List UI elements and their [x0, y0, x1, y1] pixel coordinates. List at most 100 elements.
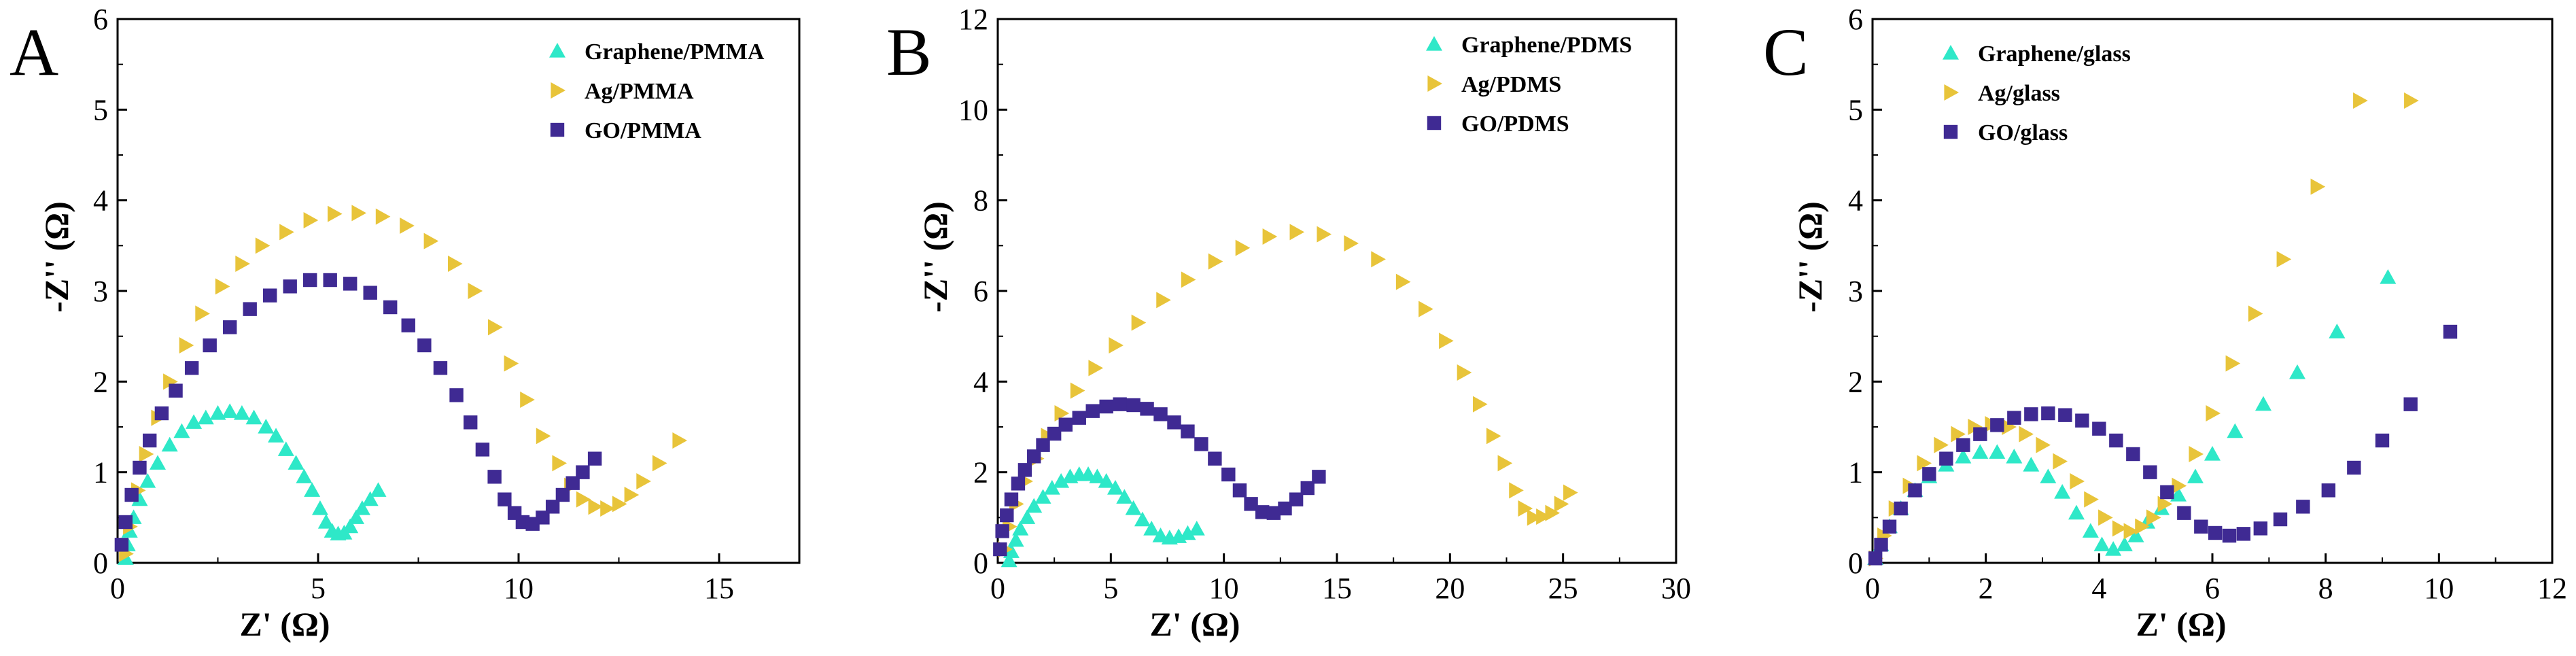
point-ag-pmma: [520, 392, 535, 408]
point-go-glass: [2194, 519, 2208, 534]
point-ag-pdms: [1527, 509, 1542, 526]
point-go-pdms: [1167, 415, 1181, 430]
point-graphene-glass: [2289, 364, 2305, 379]
point-ag-pmma: [612, 496, 627, 513]
panel-b: B -Z'' (Ω) Z' (Ω) 0 5 10 15 20 25 30024681012 …: [886, 3, 1691, 643]
point-go-pmma: [169, 383, 183, 398]
point-ag-pmma: [652, 455, 667, 472]
x-tick-label-c: 2: [1979, 572, 1994, 605]
point-ag-glass: [2353, 92, 2368, 109]
point-go-pdms: [1208, 451, 1222, 466]
point-graphene-glass: [2082, 523, 2099, 538]
point-graphene-glass: [1972, 444, 1989, 459]
point-go-pmma: [587, 451, 602, 466]
y-tick-label-b: 6: [973, 275, 988, 308]
panel-letter-b: B: [886, 14, 932, 90]
point-graphene-pdms: [1043, 480, 1060, 495]
point-graphene-pmma: [317, 514, 334, 529]
plot-frame-c: [1871, 18, 2554, 564]
point-go-pdms: [1153, 407, 1168, 421]
point-graphene-glass: [2093, 536, 2110, 551]
legend-c: Graphene/glass Ag/glass GO/glass: [1943, 41, 2131, 145]
point-graphene-glass: [2006, 449, 2023, 464]
point-go-pmma: [417, 338, 432, 353]
point-ag-pdms: [1457, 364, 1472, 381]
point-go-glass: [2143, 465, 2157, 479]
point-graphene-pdms: [1007, 532, 1024, 547]
point-graphene-pmma: [233, 405, 250, 420]
point-go-pmma: [545, 500, 560, 514]
legend-marker-go-pdms: [1427, 116, 1442, 131]
point-graphene-pdms: [1012, 521, 1029, 536]
point-go-glass: [1894, 501, 1908, 516]
point-ag-pmma: [195, 305, 210, 322]
point-graphene-pmma: [353, 500, 370, 515]
panel-letter-c: C: [1763, 14, 1809, 90]
point-ag-pmma: [303, 212, 319, 228]
point-ag-pmma: [139, 446, 154, 462]
point-go-glass: [2109, 433, 2123, 448]
x-axis-title-b: Z' (Ω): [1149, 605, 1240, 643]
point-go-pdms: [1300, 481, 1315, 496]
point-graphene-glass: [2068, 504, 2085, 520]
legend-label-go-glass: GO/glass: [1978, 120, 2068, 145]
point-ag-pdms: [1371, 251, 1386, 268]
point-ag-pdms: [1181, 271, 1196, 288]
y-tick-label-b: 8: [973, 184, 988, 218]
point-ag-pdms: [1439, 332, 1454, 349]
y-tick-label-a: 4: [93, 184, 108, 218]
point-graphene-pmma: [277, 441, 294, 456]
point-graphene-pdms: [1019, 509, 1036, 524]
point-graphene-pdms: [1107, 480, 1124, 495]
y-tick-label-a: 0: [93, 547, 108, 580]
point-ag-glass: [2053, 453, 2068, 470]
point-ag-pmma: [235, 256, 250, 272]
point-graphene-glass: [2187, 468, 2204, 483]
y-tick-label-b: 0: [973, 547, 988, 580]
point-ag-glass: [2206, 405, 2221, 421]
point-graphene-pmma: [342, 518, 359, 534]
point-go-pmma: [223, 320, 237, 334]
x-tick-label-b: 10: [1209, 572, 1239, 605]
point-go-pdms: [1004, 492, 1019, 506]
point-go-glass: [1990, 418, 2004, 432]
x-tick-label-b: 30: [1661, 572, 1691, 605]
point-go-pmma: [449, 388, 464, 402]
point-ag-glass: [2248, 305, 2263, 322]
point-ag-pmma: [163, 373, 178, 390]
legend-a: Graphene/PMMA Ag/PMMA GO/PMMA: [549, 39, 765, 143]
point-ag-pmma: [536, 428, 551, 445]
y-tick-label-b: 12: [958, 3, 988, 36]
y-axis-title-c: -Z'' (Ω): [1791, 201, 1829, 313]
point-go-glass: [2041, 406, 2055, 421]
point-ag-glass: [2098, 509, 2113, 526]
point-graphene-pdms: [1143, 521, 1160, 536]
point-ag-pdms: [1235, 239, 1251, 256]
ticks-b: 0 5 10 15 20 25 30 0 2 4 6 8 10 12: [958, 3, 1691, 605]
legend-marker-go-pmma: [550, 122, 565, 137]
point-graphene-pdms: [1188, 521, 1205, 536]
point-ag-pdms: [1395, 273, 1411, 290]
legend-marker-ag-pdms: [1427, 75, 1442, 92]
point-go-glass: [2208, 525, 2223, 540]
y-tick-label-c: 0: [1848, 547, 1863, 580]
point-go-pmma: [124, 487, 139, 502]
y-tick-label-a: 1: [93, 456, 108, 489]
point-go-pdms: [1312, 470, 1326, 484]
panel-a: A -Z'' (Ω) Z' (Ω) 0 5 10 15 0 1 2 3 4 5 6 Graphene…: [10, 3, 801, 643]
point-go-pmma: [303, 273, 317, 288]
point-go-pmma: [243, 302, 257, 316]
point-ag-glass: [2002, 419, 2017, 435]
point-go-glass: [2403, 397, 2418, 411]
legend-label-go-pmma: GO/PMMA: [585, 118, 701, 143]
point-ag-pmma: [255, 237, 271, 254]
point-go-glass: [1908, 483, 1922, 498]
point-graphene-pdms: [1003, 543, 1020, 558]
point-graphene-pmma: [258, 419, 275, 434]
point-ag-pdms: [1486, 428, 1501, 445]
y-tick-label-c: 3: [1848, 275, 1863, 308]
point-graphene-pmma: [370, 482, 387, 497]
point-ag-pmma: [636, 473, 651, 489]
point-go-pmma: [475, 443, 490, 457]
point-ag-pdms: [1208, 253, 1223, 270]
